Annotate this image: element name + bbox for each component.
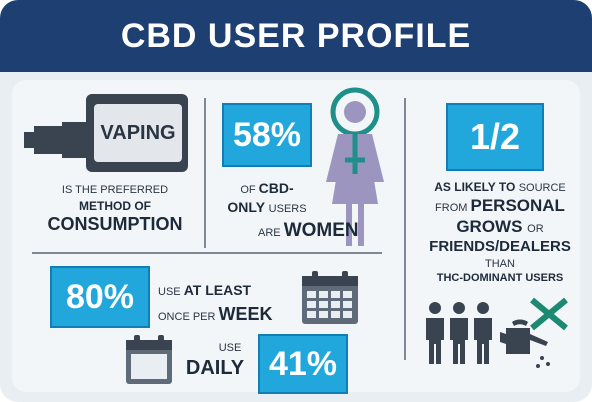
source-line-6: THC-DOMINANT USERS: [436, 272, 564, 284]
weekly-line-2b: WEEK: [218, 304, 273, 324]
source-line-1a: AS LIKELY TO: [434, 180, 519, 194]
women-percent-box: 58%: [222, 103, 312, 167]
source-line-3: GROWS OR: [412, 217, 588, 237]
blank-calendar-icon: [126, 335, 172, 384]
source-line-2: FROM PERSONAL: [412, 196, 588, 216]
vape-pen-icon: [24, 94, 188, 172]
women-line-2a: ONLY: [227, 199, 269, 215]
weekly-line-1a: USE: [158, 286, 184, 298]
vaping-label: VAPING: [100, 122, 176, 144]
x-mark-icon: [530, 297, 568, 331]
weekly-percent: 80%: [65, 277, 135, 316]
source-ratio-box: 1/2: [446, 103, 544, 171]
weekly-line-2: ONCE PER WEEK: [158, 304, 308, 326]
vaping-line-3: CONSUMPTION: [47, 214, 183, 234]
page-title: CBD USER PROFILE: [120, 16, 472, 55]
women-line-2: ONLY USERS: [212, 199, 322, 216]
daily-percent: 41%: [268, 344, 338, 383]
source-line-3b: OR: [527, 223, 544, 235]
women-line-2b: USERS: [268, 203, 307, 215]
women-line-1a: OF: [240, 184, 259, 196]
women-line-3: ARE WOMEN: [258, 220, 408, 243]
source-line-4: FRIENDS/DEALERS: [429, 238, 571, 255]
daily-percent-box: 41%: [258, 334, 348, 394]
watering-can-icon: [500, 319, 550, 368]
weekly-line-2a: ONCE PER: [158, 311, 219, 323]
women-line-3b: WOMEN: [283, 220, 359, 241]
weekly-percent-box: 80%: [50, 266, 150, 328]
daily-line-1: USE: [218, 342, 242, 354]
header-banner: CBD USER PROFILE: [0, 0, 592, 72]
source-line-2a: FROM: [435, 202, 471, 214]
women-line-1: OF CBD-: [212, 180, 322, 197]
weekly-line-1: USE AT LEAST: [158, 282, 298, 299]
people-icon: [426, 302, 492, 364]
weekly-line-1b: AT LEAST: [183, 282, 252, 298]
divider-right: [404, 98, 406, 360]
source-line-3a: GROWS: [456, 217, 528, 236]
source-line-5: THAN: [485, 258, 515, 270]
source-ratio: 1/2: [469, 116, 521, 157]
source-line-2b: PERSONAL: [470, 196, 565, 215]
women-percent: 58%: [232, 115, 302, 154]
divider-left: [204, 98, 206, 248]
calendar-icon: [302, 271, 358, 324]
source-line-1b: SOURCE: [518, 182, 566, 194]
women-line-3a: ARE: [258, 227, 284, 239]
source-line-1: AS LIKELY TO SOURCE: [412, 180, 588, 195]
vaping-line-1: IS THE PREFERRED: [61, 184, 169, 196]
daily-line-2: DAILY: [185, 357, 245, 379]
woman-icon: [326, 87, 384, 246]
vaping-line-2: METHOD OF: [79, 199, 151, 213]
divider-middle: [32, 252, 382, 254]
women-line-1b: CBD-: [258, 180, 294, 196]
